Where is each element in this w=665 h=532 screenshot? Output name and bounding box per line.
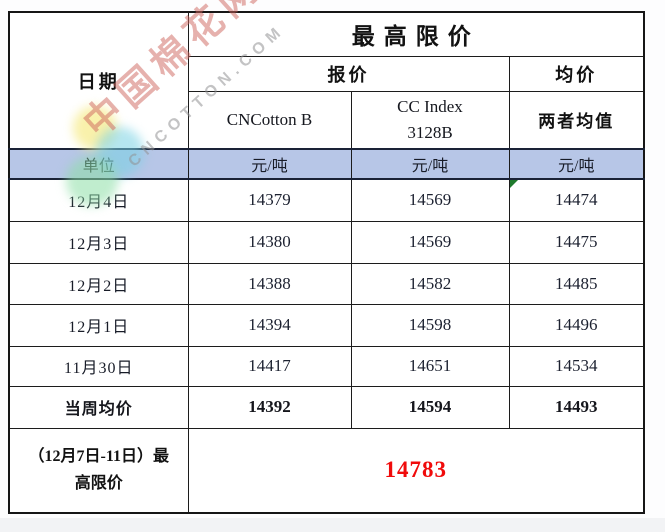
header-row-title: 日期 最高限价: [8, 11, 645, 150]
average-cell: 14496: [508, 303, 645, 347]
unit-cncotton: 元/吨: [187, 148, 352, 180]
page-bottom-strip: [0, 518, 665, 532]
header-date: 日期: [8, 11, 189, 150]
price-limit-table: 日期 最高限价 报价 均价 CNCotton B CC Index 3128B …: [8, 11, 646, 514]
limit-value: 14783: [187, 427, 645, 514]
ccindex-cell: 14582: [350, 262, 510, 305]
header-cc-index: CC Index 3128B: [350, 90, 510, 150]
cncotton-cell: 14379: [187, 178, 352, 222]
table-row: 12月3日 14380 14569 14475: [8, 220, 645, 264]
week-average-value: 14493: [508, 385, 645, 429]
ccindex-cell: 14651: [350, 345, 510, 387]
ccindex-cell: 14598: [350, 303, 510, 347]
header-row-groups: 报价 均价: [9, 55, 645, 92]
header-cncotton-b: CNCotton B: [187, 90, 352, 150]
header-cc-index-label: CC Index 3128B: [397, 96, 463, 142]
date-cell: 11月30日: [8, 345, 189, 387]
ccindex-cell: 14569: [350, 178, 510, 222]
date-cell: 12月4日: [8, 178, 189, 222]
header-both-average: 两者均值: [508, 90, 645, 150]
table-row: 12月2日 14388 14582 14485: [8, 262, 645, 305]
unit-label: 单位: [8, 148, 189, 180]
average-cell: 14475: [508, 220, 645, 264]
cncotton-cell: 14394: [187, 303, 352, 347]
average-cell: 14534: [508, 345, 645, 387]
cncotton-cell: 14388: [187, 262, 352, 305]
cncotton-cell: 14417: [187, 345, 352, 387]
table-row: 12月1日 14394 14598 14496: [8, 303, 645, 347]
date-cell: 12月1日: [8, 303, 189, 347]
average-cell: 14474: [508, 178, 645, 222]
ccindex-cell: 14569: [350, 220, 510, 264]
date-cell: 12月3日: [8, 220, 189, 264]
cncotton-cell: 14380: [187, 220, 352, 264]
limit-row: （12月7日-11日）最高限价 14783: [8, 427, 645, 514]
header-average: 均价: [508, 55, 645, 92]
unit-average: 元/吨: [508, 148, 645, 180]
date-cell: 12月2日: [8, 262, 189, 305]
green-corner-marker-icon: [510, 180, 518, 188]
week-average-label: 当周均价: [8, 385, 189, 429]
table-row: 11月30日 14417 14651 14534: [8, 345, 645, 387]
header-quote: 报价: [187, 55, 510, 92]
week-average-row: 当周均价 14392 14594 14493: [8, 385, 645, 429]
header-row-series: CNCotton B CC Index 3128B 两者均值: [9, 90, 645, 150]
unit-ccindex: 元/吨: [350, 148, 510, 180]
average-value: 14474: [555, 190, 598, 210]
average-cell: 14485: [508, 262, 645, 305]
unit-row: 单位 元/吨 元/吨 元/吨: [8, 148, 645, 180]
limit-label: （12月7日-11日）最高限价: [8, 427, 189, 514]
week-average-ccindex: 14594: [350, 385, 510, 429]
week-average-cncotton: 14392: [187, 385, 352, 429]
table-row: 12月4日 14379 14569 14474: [8, 178, 645, 222]
header-max-price: 最高限价: [187, 11, 645, 57]
